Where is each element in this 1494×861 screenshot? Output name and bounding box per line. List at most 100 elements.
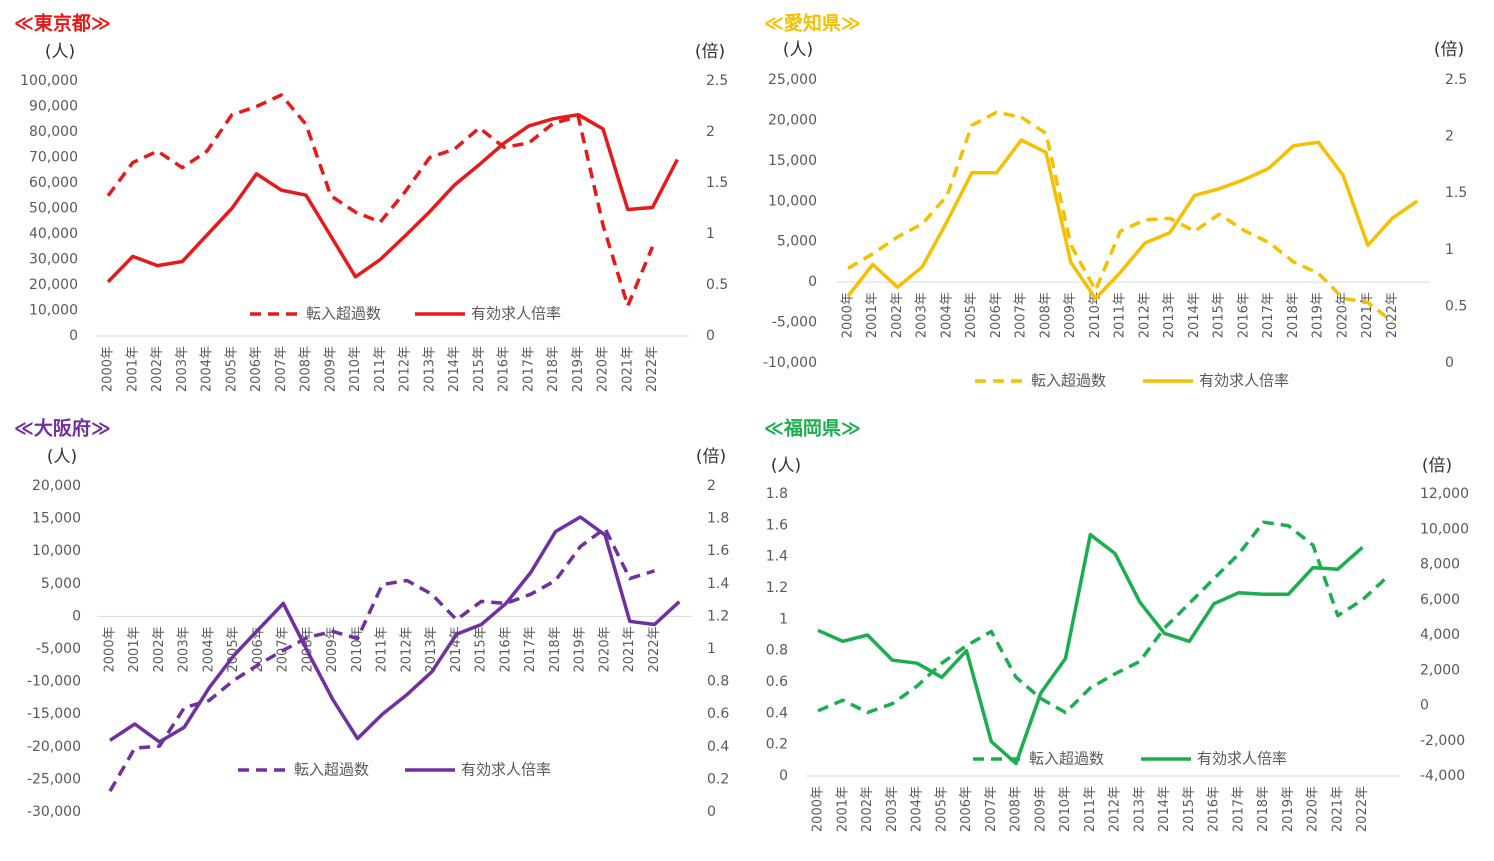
x-tick-label: 2002年: [860, 786, 875, 832]
x-tick-label: 2014年: [1157, 786, 1172, 832]
x-tick-label: 2001年: [127, 626, 142, 672]
y2-tick-label: 10,000: [1420, 521, 1469, 537]
x-tick-label: 2015年: [474, 626, 489, 672]
x-tick-label: 2005年: [934, 786, 949, 832]
y2-tick-label: 1.5: [1445, 185, 1467, 201]
y-tick-label: 1.4: [766, 549, 788, 565]
x-tick-label: 2018年: [1256, 786, 1271, 832]
x-tick-label: 2016年: [497, 346, 512, 392]
x-tick-label: 2004年: [202, 626, 217, 672]
y-axis-unit: (人): [47, 447, 77, 467]
y2-tick-label: -2,000: [1420, 733, 1465, 749]
x-tick-label: 2020年: [596, 346, 611, 392]
y-tick-label: -10,000: [27, 674, 81, 690]
y-tick-label: -20,000: [27, 739, 81, 755]
x-tick-label: 2015年: [472, 346, 487, 392]
x-tick-label: 2011年: [373, 346, 388, 392]
x-tick-label: 2012年: [398, 346, 413, 392]
x-tick-label: 2016年: [499, 626, 514, 672]
y-tick-label: 10,000: [29, 303, 78, 319]
x-tick-label: 2006年: [989, 292, 1004, 338]
y2-tick-label: 0.5: [1445, 298, 1467, 314]
x-tick-label: 2021年: [1330, 786, 1345, 832]
y2-tick-label: 2: [707, 478, 716, 494]
x-tick-label: 2018年: [548, 626, 563, 672]
x-tick-label: 2019年: [571, 346, 586, 392]
x-tick-label: 2002年: [152, 626, 167, 672]
y2-tick-label: 1.6: [707, 543, 729, 559]
x-tick-label: 2017年: [521, 346, 536, 392]
y2-axis-unit: (倍): [1434, 40, 1464, 60]
x-tick-label: 2004年: [940, 292, 955, 338]
y-tick-label: 0.2: [766, 737, 788, 753]
y-tick-label: 1: [779, 611, 788, 627]
x-tick-label: 2001年: [865, 292, 880, 338]
x-tick-label: 2000年: [841, 292, 856, 338]
y2-tick-label: 4,000: [1420, 627, 1460, 643]
x-tick-label: 2005年: [964, 292, 979, 338]
y-tick-label: 100,000: [20, 73, 78, 89]
x-tick-label: 2010年: [1058, 786, 1073, 832]
y2-tick-label: 1.2: [707, 608, 729, 624]
y2-tick-label: 1.5: [706, 175, 728, 191]
y-tick-label: 50,000: [29, 201, 78, 217]
x-tick-label: 2003年: [177, 626, 192, 672]
series-line: [106, 93, 655, 308]
x-tick-label: 2005年: [224, 346, 239, 392]
series-line: [109, 515, 681, 744]
y-tick-label: -5,000: [772, 315, 817, 331]
y2-tick-label: 2.5: [1445, 72, 1467, 88]
x-tick-label: 2018年: [1286, 292, 1301, 338]
y2-axis-unit: (倍): [696, 447, 726, 467]
x-tick-label: 2010年: [348, 346, 363, 392]
y-tick-label: 0: [72, 608, 81, 624]
legend-label: 転入超過数: [1031, 372, 1106, 390]
y2-tick-label: 0.6: [707, 706, 729, 722]
x-tick-label: 2019年: [1281, 786, 1296, 832]
x-tick-label: 2004年: [910, 786, 925, 832]
x-tick-label: 2001年: [835, 786, 850, 832]
y-tick-label: 40,000: [29, 226, 78, 242]
y-tick-label: 0: [69, 328, 78, 344]
chart-title: ≪大阪府≫: [14, 417, 111, 440]
x-tick-label: 2020年: [1336, 292, 1351, 338]
x-tick-label: 2018年: [546, 346, 561, 392]
chart-title: ≪東京都≫: [14, 12, 111, 35]
y2-tick-label: 0.8: [707, 674, 729, 690]
x-tick-label: 2003年: [885, 786, 900, 832]
y-tick-label: -30,000: [27, 804, 81, 820]
y-tick-label: -10,000: [763, 355, 817, 371]
x-tick-label: 2016年: [1237, 292, 1252, 338]
y-axis-unit: (人): [783, 40, 813, 60]
x-tick-label: 2013年: [424, 626, 439, 672]
y-tick-label: -15,000: [27, 706, 81, 722]
y2-tick-label: 0.2: [707, 771, 729, 787]
y-tick-label: 70,000: [29, 150, 78, 166]
y-tick-label: 5,000: [777, 234, 817, 250]
y2-tick-label: 0.5: [706, 277, 728, 293]
y2-tick-label: 8,000: [1420, 557, 1460, 573]
series-line: [817, 532, 1364, 766]
y-tick-label: 5,000: [41, 576, 81, 592]
x-tick-label: 2017年: [1231, 786, 1246, 832]
series-line: [106, 112, 679, 284]
x-tick-label: 2012年: [400, 626, 415, 672]
x-tick-label: 2022年: [1385, 292, 1400, 338]
x-tick-label: 2000年: [103, 626, 118, 672]
legend-label: 有効求人倍率: [1197, 750, 1287, 768]
x-tick-label: 2010年: [1088, 292, 1103, 338]
x-tick-label: 2020年: [1306, 786, 1321, 832]
x-tick-label: 2014年: [1187, 292, 1202, 338]
x-tick-label: 2007年: [1014, 292, 1029, 338]
x-tick-label: 2016年: [1207, 786, 1222, 832]
y-tick-label: 80,000: [29, 124, 78, 140]
y2-tick-label: 0: [1420, 698, 1429, 714]
y2-tick-label: 2: [1445, 129, 1454, 145]
x-tick-label: 2017年: [523, 626, 538, 672]
x-tick-label: 2008年: [299, 346, 314, 392]
y-axis-unit: (人): [45, 42, 75, 62]
y-tick-label: 20,000: [768, 112, 817, 128]
y2-tick-label: 1: [707, 641, 716, 657]
x-tick-label: 2000年: [811, 786, 826, 832]
